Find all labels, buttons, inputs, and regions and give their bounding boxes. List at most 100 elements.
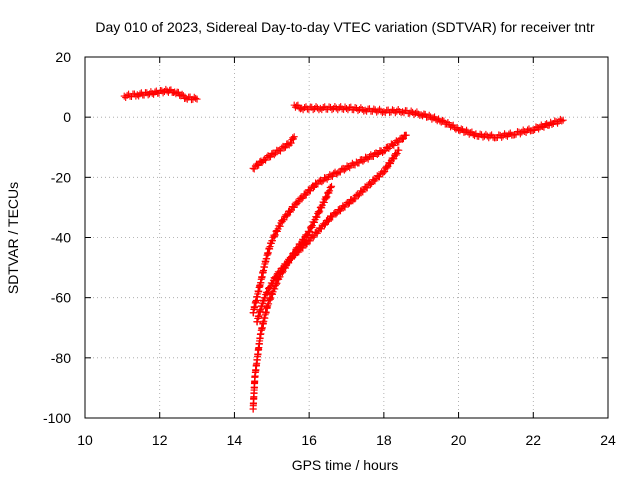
data-point — [280, 216, 288, 224]
data-point — [395, 146, 403, 154]
data-point — [290, 203, 298, 211]
data-point — [310, 218, 318, 226]
data-point — [291, 252, 299, 260]
data-point — [393, 149, 401, 157]
data-point — [407, 107, 415, 115]
data-point — [192, 94, 200, 102]
y-tick-label: -60 — [51, 290, 71, 306]
data-point — [288, 255, 296, 263]
data-point — [306, 187, 314, 195]
data-point — [375, 173, 383, 181]
data-point — [178, 90, 186, 98]
y-tick-label: -100 — [43, 410, 71, 426]
data-point — [272, 273, 280, 281]
data-point — [336, 168, 344, 176]
series-3 — [290, 101, 567, 142]
data-point — [392, 151, 400, 159]
data-point — [296, 240, 304, 248]
y-axis-label: SDTVAR / TECUs — [5, 182, 21, 294]
data-point — [328, 172, 336, 180]
data-point — [267, 294, 275, 302]
data-point — [516, 130, 524, 138]
data-point — [351, 195, 359, 203]
y-tick-label: -80 — [51, 350, 71, 366]
x-axis-label: GPS time / hours — [292, 457, 399, 473]
data-point — [529, 126, 537, 134]
data-point — [548, 120, 556, 128]
data-point — [271, 275, 279, 283]
y-tick-label: -20 — [51, 169, 71, 185]
data-point — [265, 284, 273, 292]
data-point — [281, 143, 289, 151]
data-point — [265, 300, 273, 308]
data-point — [399, 135, 407, 143]
x-tick-label: 24 — [600, 432, 616, 448]
series-2 — [249, 133, 298, 173]
data-point — [193, 95, 201, 103]
data-point — [324, 188, 332, 196]
data-point — [341, 203, 349, 211]
data-point — [395, 138, 403, 146]
data-point — [271, 232, 279, 240]
y-tick-label: -40 — [51, 230, 71, 246]
data-point — [261, 294, 269, 302]
data-point — [390, 155, 398, 163]
data-point — [327, 184, 335, 192]
x-tick-label: 12 — [152, 432, 168, 448]
data-point — [319, 104, 327, 112]
data-point — [369, 152, 377, 160]
data-point — [321, 220, 329, 228]
data-point — [498, 133, 506, 141]
series-6 — [253, 146, 403, 326]
data-point — [310, 183, 318, 191]
series-1 — [120, 85, 201, 104]
data-point — [332, 210, 340, 218]
data-point — [367, 180, 375, 188]
data-point — [315, 209, 323, 217]
axis-ticks: 10 12 14 16 18 20 22 24 -100 -80 -60 -40 -20 0 20 — [43, 49, 616, 448]
data-point — [277, 147, 285, 155]
data-point — [402, 131, 410, 139]
data-point — [295, 198, 303, 206]
data-point — [267, 153, 275, 161]
data-point — [287, 139, 295, 147]
data-point — [309, 233, 317, 241]
data-point — [289, 134, 297, 142]
x-tick-label: 10 — [77, 432, 93, 448]
data-point — [266, 295, 274, 303]
data-point — [268, 237, 276, 245]
data-point — [320, 221, 328, 229]
y-tick-label: 20 — [55, 49, 71, 65]
data-point — [273, 227, 281, 235]
data-point — [174, 88, 182, 96]
data-point — [326, 187, 334, 195]
x-tick-label: 20 — [451, 432, 467, 448]
data-point — [335, 104, 343, 112]
data-point — [283, 261, 291, 269]
data-point — [306, 237, 314, 245]
data-point — [280, 144, 288, 152]
x-tick-label: 18 — [376, 432, 392, 448]
data-point — [340, 166, 348, 174]
data-point — [559, 116, 567, 124]
x-tick-label: 16 — [301, 432, 317, 448]
data-point — [298, 195, 306, 203]
data-point — [123, 91, 131, 99]
data-point — [317, 225, 325, 233]
x-tick-label: 14 — [227, 432, 243, 448]
data-point — [302, 240, 310, 248]
data-point — [457, 125, 465, 133]
data-point — [329, 213, 337, 221]
data-point — [380, 168, 388, 176]
data-point — [328, 182, 336, 190]
data-point — [270, 151, 278, 159]
data-point — [558, 117, 566, 125]
y-tick-label: 0 — [63, 109, 71, 125]
data-point — [382, 163, 390, 171]
data-point — [363, 184, 371, 192]
data-point — [425, 111, 433, 119]
data-point — [276, 222, 284, 230]
data-point — [290, 133, 298, 141]
data-point — [264, 288, 272, 296]
